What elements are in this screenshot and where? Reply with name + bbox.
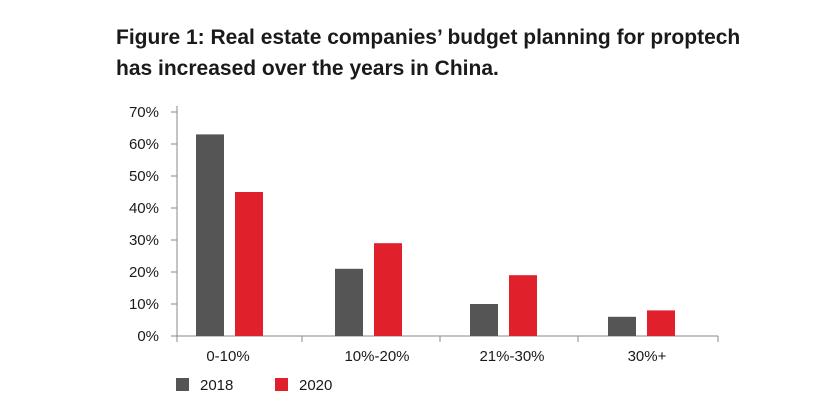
bar-2020-21%-30% [509,275,537,336]
y-tick-label: 30% [129,232,159,249]
bar-2018-30%+ [608,316,636,336]
bar-2020-10%-20% [374,243,402,336]
bar-2018-10%-20% [335,268,363,336]
chart-title: Figure 1: Real estate companies’ budget … [116,22,756,84]
y-tick-label: 20% [129,264,159,281]
chart-title-line-2: has increased over the years in China. [116,57,499,80]
y-tick-label: 10% [129,296,159,313]
bars [196,134,675,336]
bar-2020-30%+ [647,310,675,336]
y-tick-label: 60% [129,136,159,153]
legend: 2018 2020 [176,377,332,394]
legend-swatch-2020 [275,378,288,391]
y-tick-label: 50% [129,168,159,185]
x-axis: 0-10% 10%-20% 21%-30% 30%+ [176,335,719,365]
legend-swatch-2018 [176,378,189,391]
y-axis: 0% 10% 20% 30% 40% 50% 60% 70% [129,104,178,345]
bar-2020-0-10% [235,192,263,336]
bar-2018-0-10% [196,134,224,336]
x-category-label: 10%-20% [344,348,409,365]
y-tick-label: 70% [129,104,159,121]
chart-title-line-1: Figure 1: Real estate companies’ budget … [116,26,741,49]
legend-label-2020: 2020 [299,377,332,394]
legend-label-2018: 2018 [200,377,233,394]
x-category-label: 21%-30% [479,348,544,365]
bar-2018-21%-30% [470,304,498,336]
y-tick-label: 40% [129,200,159,217]
x-category-label: 0-10% [206,348,249,365]
y-tick-label: 0% [137,328,159,345]
x-category-label: 30%+ [628,348,667,365]
